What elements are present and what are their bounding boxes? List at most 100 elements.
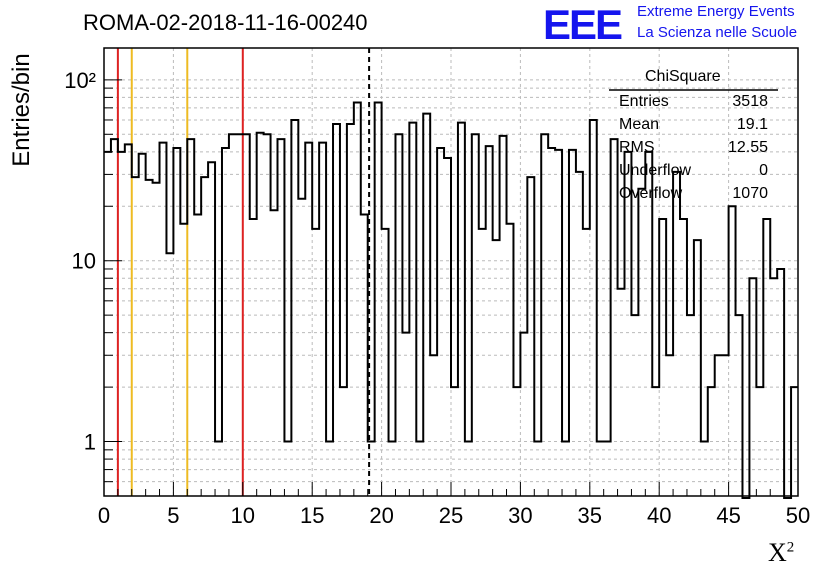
histogram-bin bbox=[541, 134, 548, 496]
histogram-bin bbox=[645, 152, 652, 496]
histogram-bin bbox=[701, 442, 708, 496]
histogram-bin bbox=[160, 143, 167, 496]
histogram-bin bbox=[382, 229, 389, 496]
histogram-bin bbox=[590, 120, 597, 496]
histogram-bin bbox=[361, 215, 368, 496]
histogram-bin bbox=[187, 139, 194, 496]
histogram-bin bbox=[763, 219, 770, 496]
x-tick-label: 30 bbox=[508, 503, 532, 528]
histogram-bin bbox=[631, 315, 638, 496]
histogram-bin bbox=[375, 102, 382, 496]
stat-entries-label: Entries bbox=[619, 93, 669, 110]
histogram-bin bbox=[604, 442, 611, 496]
x-tick-label: 25 bbox=[439, 503, 463, 528]
histogram-bin bbox=[132, 177, 139, 496]
x-tick-label: 40 bbox=[647, 503, 671, 528]
histogram-bin bbox=[389, 442, 396, 496]
stat-entries-value: 3518 bbox=[732, 93, 768, 110]
stat-overflow-value: 1070 bbox=[732, 185, 768, 202]
histogram-bin bbox=[493, 240, 500, 496]
histogram-bin bbox=[104, 152, 111, 496]
histogram-bin bbox=[180, 224, 187, 496]
histogram-bin bbox=[507, 224, 514, 496]
stats-box-title: ChiSquare bbox=[645, 68, 721, 85]
histogram-bin bbox=[326, 442, 333, 496]
histogram-bin bbox=[333, 124, 340, 496]
histogram-bin bbox=[458, 123, 465, 496]
histogram-bin bbox=[583, 229, 590, 496]
histogram-bin bbox=[527, 177, 534, 496]
histogram-bin bbox=[562, 442, 569, 496]
histogram-bin bbox=[618, 289, 625, 496]
stat-rms-label: RMS bbox=[619, 139, 655, 156]
x-tick-label: 35 bbox=[578, 503, 602, 528]
histogram-bin bbox=[666, 355, 673, 496]
histogram-bin bbox=[173, 148, 180, 496]
histogram-bin bbox=[708, 387, 715, 496]
histogram-bin bbox=[291, 120, 298, 496]
histogram-bin bbox=[687, 315, 694, 496]
histogram-bin bbox=[472, 134, 479, 496]
histogram-bin bbox=[312, 229, 319, 496]
histogram-series bbox=[104, 101, 798, 499]
histogram-bin bbox=[597, 442, 604, 496]
stat-overflow-label: Overflow bbox=[619, 185, 683, 202]
histogram-bin bbox=[250, 219, 257, 496]
y-tick-label: 10 bbox=[72, 249, 96, 274]
histogram-bin bbox=[451, 387, 458, 496]
x-tick-label: 10 bbox=[231, 503, 255, 528]
histogram-bin bbox=[770, 278, 777, 496]
histogram-bin bbox=[354, 102, 361, 496]
stat-rms-value: 12.55 bbox=[727, 139, 768, 156]
histogram-bin bbox=[611, 139, 618, 496]
histogram-bin bbox=[555, 150, 562, 496]
histogram-bin bbox=[659, 219, 666, 496]
x-tick-label: 5 bbox=[167, 503, 179, 528]
eee-logo: EEE bbox=[543, 1, 623, 48]
histogram-bin bbox=[409, 123, 416, 496]
histogram-bin bbox=[278, 139, 285, 496]
histogram-bin bbox=[194, 215, 201, 496]
histogram-bin bbox=[520, 333, 527, 496]
histogram-bin bbox=[118, 152, 125, 496]
histogram-bin bbox=[444, 158, 451, 496]
histogram-bin bbox=[673, 172, 680, 496]
histogram-bin bbox=[625, 152, 632, 496]
histogram-bin bbox=[791, 387, 798, 496]
x-tick-label: 45 bbox=[716, 503, 740, 528]
histogram-bin bbox=[465, 442, 472, 496]
histogram-bin bbox=[430, 355, 437, 496]
histogram-bin bbox=[736, 315, 743, 496]
histogram-bin bbox=[548, 148, 555, 496]
histogram-bin bbox=[715, 355, 722, 496]
histogram-bin bbox=[298, 199, 305, 496]
x-axis-label: X2 bbox=[768, 538, 795, 567]
histogram-bin bbox=[146, 180, 153, 496]
logo-line-2: La Scienza nelle Scuole bbox=[637, 24, 798, 41]
histogram-bin bbox=[729, 206, 736, 496]
stat-underflow-value: 0 bbox=[759, 162, 768, 179]
histogram-bin bbox=[437, 148, 444, 496]
stat-mean-label: Mean bbox=[619, 116, 660, 133]
histogram-bin bbox=[569, 150, 576, 496]
histogram-bin bbox=[638, 189, 645, 496]
histogram-bin bbox=[576, 172, 583, 496]
histogram-bin bbox=[486, 146, 493, 496]
histogram-bin bbox=[694, 240, 701, 496]
histogram-bin bbox=[166, 253, 173, 496]
histogram-bin bbox=[368, 442, 375, 496]
histogram-bin bbox=[756, 387, 763, 496]
y-axis-label: Entries/bin bbox=[8, 53, 35, 167]
histogram-bin bbox=[423, 114, 430, 496]
histogram-bin bbox=[229, 134, 236, 496]
x-tick-label: 15 bbox=[300, 503, 324, 528]
histogram-bin bbox=[652, 387, 659, 496]
x-tick-label: 50 bbox=[786, 503, 810, 528]
x-tick-label: 0 bbox=[98, 503, 110, 528]
stat-mean-value: 19.1 bbox=[736, 116, 768, 133]
histogram-bin bbox=[534, 442, 541, 496]
histogram-bin bbox=[111, 139, 118, 496]
histogram-bin bbox=[215, 442, 222, 496]
histogram-bin bbox=[208, 162, 215, 496]
histogram-bin bbox=[271, 210, 278, 496]
